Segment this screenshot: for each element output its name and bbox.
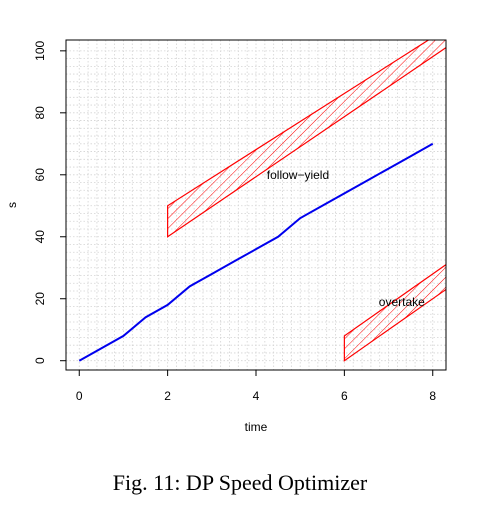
obstacle-label: follow−yield	[267, 168, 329, 182]
x-tick-label: 0	[76, 389, 83, 403]
figure-caption: Fig. 11: DP Speed Optimizer	[112, 470, 368, 495]
x-tick-label: 8	[429, 389, 436, 403]
x-tick-label: 6	[341, 389, 348, 403]
y-axis: 0 20 40 60 80 100	[33, 41, 67, 364]
annotations: follow−yield overtake	[267, 168, 425, 309]
series	[78, 142, 434, 362]
series-line	[78, 142, 434, 362]
obstacles	[167, 40, 446, 362]
y-tick-label: 0	[33, 357, 47, 364]
x-axis-title: time	[245, 420, 268, 434]
x-tick-label: 2	[164, 389, 171, 403]
y-tick-label: 20	[33, 292, 47, 306]
obstacle-region	[167, 40, 446, 238]
y-axis-title: s	[5, 202, 19, 208]
obstacle-label: overtake	[379, 295, 425, 309]
chart: 0 2 4 6 8 0 20 40 60 80 100 time s follow−yield ov…	[5, 39, 447, 434]
x-tick-label: 4	[253, 389, 260, 403]
x-axis: 0 2 4 6 8	[76, 369, 436, 403]
y-tick-label: 40	[33, 230, 47, 244]
y-tick-label: 60	[33, 168, 47, 182]
obstacle-region	[343, 263, 446, 362]
y-tick-label: 100	[33, 41, 47, 61]
y-tick-label: 80	[33, 106, 47, 120]
